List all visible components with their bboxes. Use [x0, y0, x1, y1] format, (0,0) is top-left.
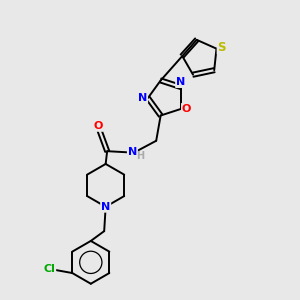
- Text: O: O: [182, 104, 191, 114]
- Text: H: H: [136, 151, 145, 161]
- Text: N: N: [138, 93, 147, 103]
- Text: O: O: [94, 121, 103, 131]
- Text: N: N: [128, 147, 137, 157]
- Text: N: N: [176, 77, 185, 87]
- Text: N: N: [101, 202, 110, 212]
- Text: Cl: Cl: [44, 264, 55, 274]
- Text: S: S: [218, 41, 226, 54]
